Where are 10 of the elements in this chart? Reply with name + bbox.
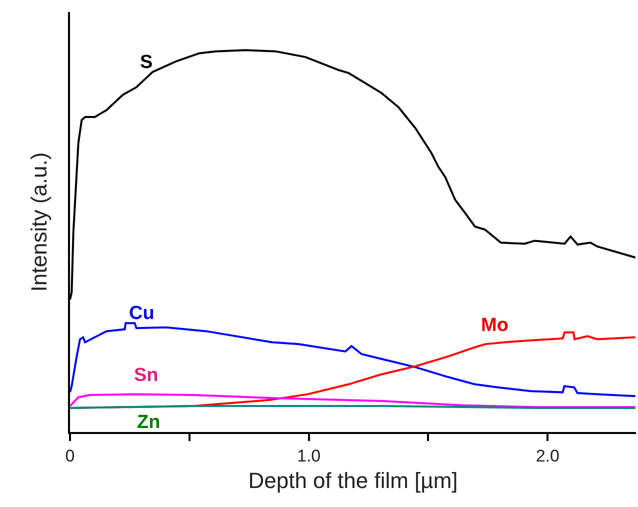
series-label: Sn — [134, 365, 158, 386]
x-tick-label: 2.0 — [536, 446, 560, 466]
series-label: S — [140, 52, 153, 73]
x-tick-label: 0 — [65, 446, 75, 466]
series-label: Cu — [129, 303, 154, 324]
y-axis-title: Intensity (a.u.) — [26, 152, 52, 292]
series-label: Zn — [137, 412, 160, 433]
x-tick-label: 1.0 — [297, 446, 321, 466]
series-label: Mo — [481, 315, 508, 336]
x-axis-title: Depth of the film [µm] — [248, 468, 458, 493]
